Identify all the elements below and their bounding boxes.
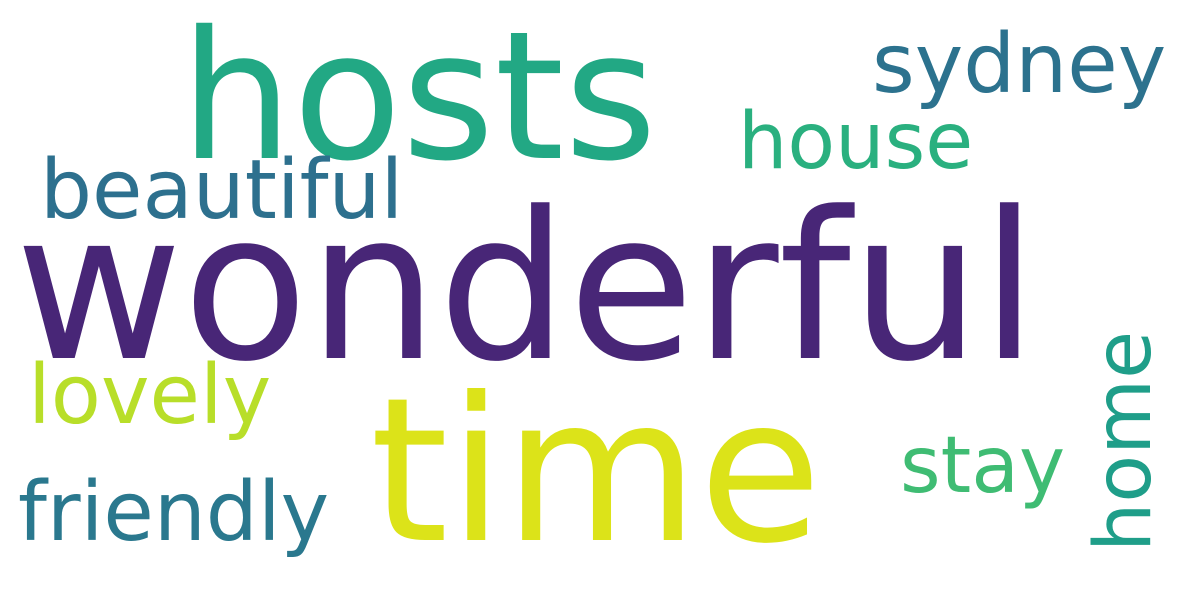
word-time: time — [370, 355, 822, 588]
word-friendly: friendly — [18, 465, 329, 560]
word-home: home — [1079, 331, 1169, 552]
word-sydney: sydney — [872, 17, 1166, 112]
word-lovely: lovely — [28, 348, 271, 443]
word-wonderful: wonderful — [15, 169, 1038, 407]
word-stay: stay — [900, 421, 1065, 511]
word-beautiful: beautiful — [40, 143, 403, 238]
word-house: house — [738, 97, 973, 187]
word-hosts: hosts — [180, 0, 657, 200]
